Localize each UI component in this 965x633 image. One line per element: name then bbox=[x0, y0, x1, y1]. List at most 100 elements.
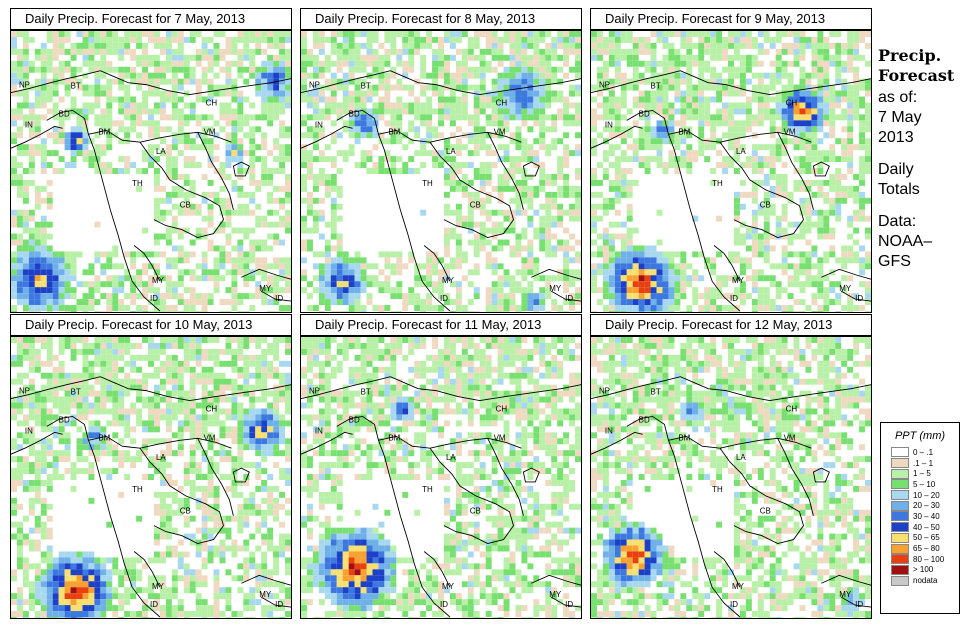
precip-cell bbox=[183, 408, 190, 415]
forecast-panel-1: Daily Precip. Forecast for 7 May, 2013 N… bbox=[10, 8, 294, 313]
precip-cell bbox=[823, 197, 830, 204]
precip-cell bbox=[408, 66, 415, 73]
precip-cell bbox=[841, 114, 848, 121]
precip-cell bbox=[485, 96, 492, 103]
precip-cell bbox=[596, 84, 603, 91]
country-label-np: NP bbox=[19, 81, 30, 90]
precip-cell bbox=[384, 275, 391, 282]
precip-cell bbox=[16, 60, 23, 67]
precip-cell bbox=[485, 150, 492, 157]
precip-cell bbox=[449, 90, 456, 97]
precip-cell bbox=[632, 84, 639, 91]
precip-cell bbox=[515, 203, 522, 210]
precip-cell bbox=[124, 126, 131, 133]
precip-cell bbox=[106, 275, 113, 282]
precip-cell bbox=[402, 60, 409, 67]
precip-cell bbox=[28, 462, 35, 469]
precip-cell bbox=[195, 342, 202, 349]
precip-cell bbox=[171, 203, 178, 210]
precip-cell bbox=[539, 31, 546, 37]
precip-cell bbox=[225, 396, 232, 403]
precip-cell bbox=[213, 31, 220, 37]
precip-cell bbox=[40, 96, 47, 103]
precip-cell bbox=[775, 114, 782, 121]
precip-cell bbox=[52, 287, 59, 294]
precip-cell bbox=[189, 426, 196, 433]
border-line bbox=[301, 125, 353, 149]
precip-cell bbox=[686, 36, 693, 43]
precip-cell bbox=[318, 275, 325, 282]
precip-cell bbox=[207, 245, 214, 252]
precip-cell bbox=[847, 144, 854, 151]
precip-cell bbox=[165, 197, 172, 204]
precip-cell bbox=[46, 203, 53, 210]
precip-cell bbox=[16, 54, 23, 61]
precip-cell bbox=[859, 54, 866, 61]
precip-cell bbox=[390, 168, 397, 174]
precip-cell bbox=[674, 138, 681, 145]
precip-cell bbox=[261, 66, 268, 73]
precip-cell bbox=[171, 257, 178, 264]
precip-cell bbox=[213, 120, 220, 127]
precip-cell bbox=[847, 257, 854, 264]
precip-cell bbox=[142, 150, 149, 157]
precip-cell bbox=[124, 372, 131, 379]
precip-cell bbox=[515, 78, 522, 85]
precip-cell bbox=[479, 102, 486, 109]
precip-cell bbox=[805, 227, 812, 234]
precip-cell bbox=[100, 293, 107, 300]
precip-cell bbox=[799, 31, 806, 37]
precip-cell bbox=[136, 275, 143, 282]
precip-cell bbox=[22, 293, 29, 300]
precip-cell bbox=[159, 456, 166, 463]
precip-cell bbox=[745, 114, 752, 121]
precip-cell bbox=[261, 366, 268, 373]
precip-cell bbox=[656, 31, 663, 37]
precip-cell bbox=[575, 144, 581, 151]
precip-cell bbox=[793, 185, 800, 192]
precip-cell bbox=[165, 354, 172, 361]
precip-cell bbox=[11, 173, 17, 180]
precip-cell bbox=[70, 468, 77, 475]
precip-cell bbox=[189, 293, 196, 300]
precip-cell bbox=[378, 305, 385, 312]
precip-cell bbox=[563, 191, 570, 198]
precip-cell bbox=[94, 120, 101, 127]
precip-cell bbox=[704, 78, 711, 85]
precip-cell bbox=[171, 138, 178, 145]
precip-cell bbox=[847, 36, 854, 43]
precip-cell bbox=[237, 114, 244, 121]
precip-cell bbox=[686, 84, 693, 91]
panel-title: Daily Precip. Forecast for 10 May, 2013 bbox=[10, 314, 292, 336]
precip-cell bbox=[82, 432, 89, 439]
precip-cell bbox=[378, 269, 385, 276]
precip-cell bbox=[638, 287, 645, 294]
precip-cell bbox=[58, 432, 65, 439]
precip-cell bbox=[64, 263, 71, 270]
precip-cell bbox=[449, 84, 456, 91]
precip-cell bbox=[799, 36, 806, 43]
precip-cell bbox=[491, 185, 498, 192]
precip-cell bbox=[16, 263, 23, 270]
precip-cell bbox=[378, 78, 385, 85]
precip-cell bbox=[591, 239, 597, 246]
precip-cell bbox=[757, 156, 764, 163]
precip-cell bbox=[426, 42, 433, 49]
precip-cell bbox=[148, 402, 154, 409]
precip-cell bbox=[467, 221, 474, 228]
precip-cell bbox=[793, 54, 800, 61]
precip-cell bbox=[722, 168, 729, 174]
precip-cell bbox=[301, 42, 307, 49]
precip-cell bbox=[189, 337, 196, 343]
precip-cell bbox=[485, 162, 492, 169]
precip-cell bbox=[88, 60, 95, 67]
precip-cell bbox=[396, 168, 403, 174]
precip-cell bbox=[432, 257, 439, 264]
precip-cell bbox=[318, 299, 325, 306]
precip-cell bbox=[237, 269, 244, 276]
precip-cell bbox=[342, 90, 349, 97]
precip-cell bbox=[237, 138, 244, 145]
precip-cell bbox=[40, 90, 47, 97]
precip-cell bbox=[710, 287, 717, 294]
precip-cell bbox=[11, 269, 17, 276]
